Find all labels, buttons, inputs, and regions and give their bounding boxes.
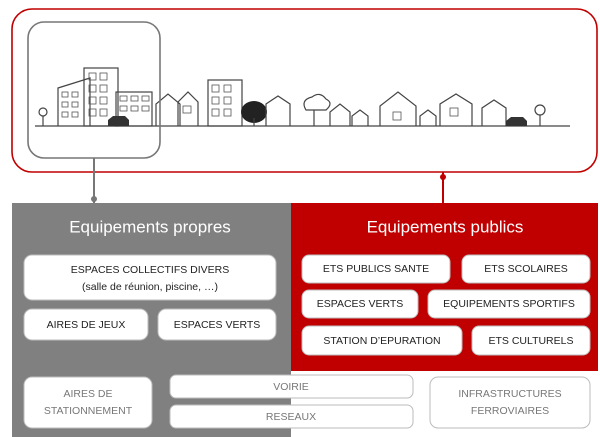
item-box: [169, 404, 414, 429]
item-label: STATIONNEMENT: [44, 405, 133, 417]
item-box: [427, 289, 591, 319]
item-label: FERROVIAIRES: [471, 405, 549, 417]
street-scene-part-part: [88, 96, 97, 105]
street-scene-part: [419, 109, 437, 126]
street-scene-part: [177, 91, 199, 126]
item-label: ESPACES VERTS: [174, 319, 261, 331]
item-label: INFRASTRUCTURES: [458, 388, 561, 400]
item-label: ETS CULTURELS: [489, 335, 574, 347]
street-scene-part-part: [119, 95, 128, 102]
street-scene-part-part: [130, 105, 139, 112]
street-scene-part: [379, 91, 417, 126]
street-scene-part-part: [88, 84, 97, 93]
street-scene-part-part: [223, 96, 232, 105]
item-box: [429, 376, 591, 429]
street-scene-part-part: [223, 108, 232, 117]
item-label: ESPACES COLLECTIFS DIVERS: [71, 264, 230, 276]
street-scene-part: [211, 84, 232, 117]
item-label: AIRES DE JEUX: [47, 319, 126, 331]
item-label: EQUIPEMENTS SPORTIFS: [443, 298, 575, 310]
street-scene-part: [439, 93, 473, 126]
street-scene-part-part: [71, 101, 79, 108]
street-scene-part: [61, 72, 150, 118]
street-scene-part: [83, 67, 119, 127]
item-box: [301, 289, 419, 319]
street-scene-part: [449, 107, 459, 117]
item-box: [471, 325, 591, 356]
street-scene-part: [329, 103, 351, 126]
panel-title: Equipements propres: [69, 217, 231, 236]
street-scene-part: [351, 109, 369, 126]
street-scene-part-part: [211, 96, 220, 105]
street-scene-part-part: [99, 84, 108, 93]
item-box: [461, 254, 591, 284]
street-scene-part-part: [88, 72, 97, 81]
street-scene-part: [392, 111, 402, 121]
item-box: [23, 254, 277, 301]
street-scene-part-part: [88, 108, 97, 117]
item-box: [301, 325, 463, 356]
street-scene-part: [108, 116, 129, 126]
street-scene: [35, 67, 570, 127]
street-scene-part-part: [61, 91, 69, 98]
street-scene-part: [481, 99, 507, 126]
street-scene-part: [57, 77, 91, 126]
item-label: (salle de réunion, piscine, …): [82, 281, 218, 293]
street-scene-part: [155, 93, 181, 126]
street-scene-part-part: [99, 108, 108, 117]
street-scene-part-part: [71, 111, 79, 118]
item-label: ESPACES VERTS: [317, 298, 404, 310]
street-scene-part-part: [211, 108, 220, 117]
item-label: VOIRIE: [273, 381, 309, 393]
item-box: [301, 254, 451, 284]
street-scene-part-part: [119, 105, 128, 112]
item-box: [23, 376, 153, 429]
connector-dot: [440, 174, 446, 180]
street-scene-part: [303, 93, 331, 111]
street-scene-part: [115, 91, 153, 127]
street-scene-part: [207, 79, 243, 127]
street-scene-part-part: [141, 105, 150, 112]
item-label: AIRES DE: [63, 388, 112, 400]
connector-dot: [91, 196, 97, 202]
street-scene-part-part: [99, 96, 108, 105]
item-label: ETS SCOLAIRES: [484, 263, 567, 275]
street-scene-part: [182, 105, 192, 114]
street-scene-part-part: [61, 101, 69, 108]
item-label: RESEAUX: [266, 411, 316, 423]
scene-frame: [11, 8, 598, 173]
item-box: [169, 374, 414, 399]
street-scene-part: [265, 95, 291, 126]
street-scene-part: [241, 101, 267, 123]
item-box: [157, 308, 277, 341]
street-scene-part-part: [211, 84, 220, 93]
item-box: [23, 308, 149, 341]
item-label: ETS PUBLICS SANTE: [323, 263, 429, 275]
street-scene-part-part: [71, 91, 79, 98]
panel-title: Equipements publics: [367, 217, 524, 236]
street-scene-part-part: [61, 111, 69, 118]
street-scene-part-part: [130, 95, 139, 102]
street-scene-part-part: [141, 95, 150, 102]
street-scene-part-part: [223, 84, 232, 93]
street-scene-part-part: [99, 72, 108, 81]
item-label: STATION D’EPURATION: [323, 335, 440, 347]
street-scene-part: [506, 117, 527, 126]
